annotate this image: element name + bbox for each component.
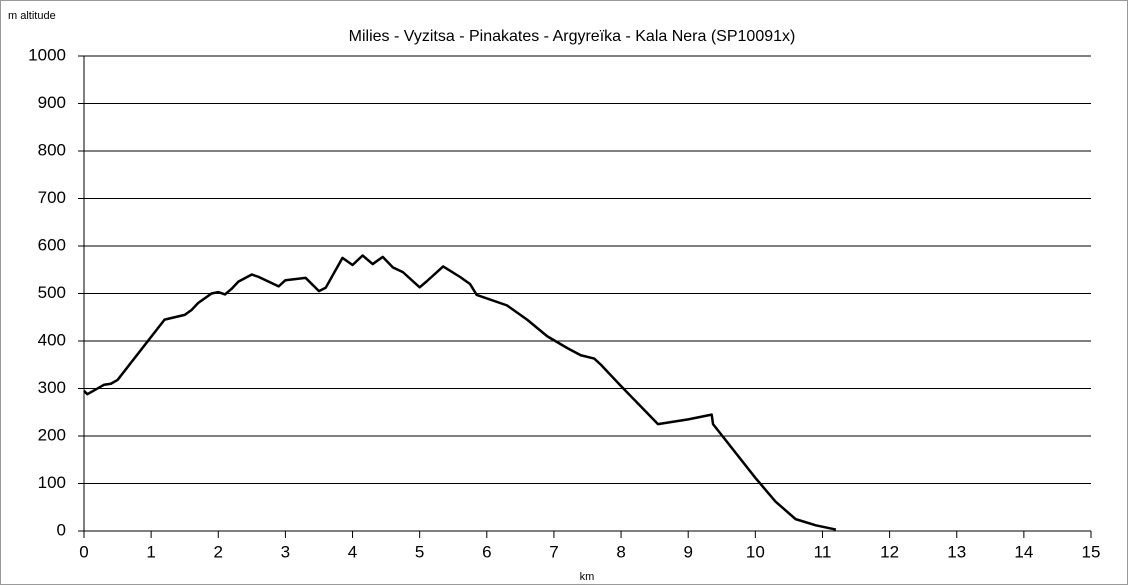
- x-tick-label: 8: [616, 542, 625, 561]
- y-tick-label: 700: [38, 188, 66, 207]
- x-tick-label: 3: [281, 542, 290, 561]
- x-tick-label: 7: [549, 542, 558, 561]
- x-tick-label: 10: [746, 542, 765, 561]
- x-tick-label: 0: [79, 542, 88, 561]
- y-tick-label: 400: [38, 330, 66, 349]
- x-tick-label: 2: [214, 542, 223, 561]
- x-tick-label: 9: [683, 542, 692, 561]
- x-tick-label: 13: [947, 542, 966, 561]
- x-axis-label: km: [580, 571, 595, 583]
- chart-title: Milies - Vyzitsa - Pinakates - Argyreïka…: [349, 28, 796, 45]
- x-tick-label: 14: [1014, 542, 1033, 561]
- y-tick-label: 0: [57, 520, 66, 539]
- y-tick-label: 200: [38, 425, 66, 444]
- line: [83, 254, 837, 531]
- x-tick-label: 15: [1082, 542, 1101, 561]
- y-tick-label: 600: [38, 235, 66, 254]
- y-tick-label: 900: [38, 93, 66, 112]
- x-tick-label: 4: [348, 542, 357, 561]
- x-tick-label: 12: [880, 542, 899, 561]
- y-tick-label: 800: [38, 140, 66, 159]
- y-tick-label: 300: [38, 378, 66, 397]
- x-tick-label: 6: [482, 542, 491, 561]
- y-tick-label: 500: [38, 283, 66, 302]
- x-tick-label: 5: [415, 542, 424, 561]
- x-tick-label: 1: [146, 542, 155, 561]
- y-tick-label: 1000: [28, 45, 66, 64]
- x-tick-label: 11: [814, 542, 832, 561]
- y-tick-label: 100: [38, 473, 66, 492]
- y-axis-label: m altitude: [8, 10, 56, 22]
